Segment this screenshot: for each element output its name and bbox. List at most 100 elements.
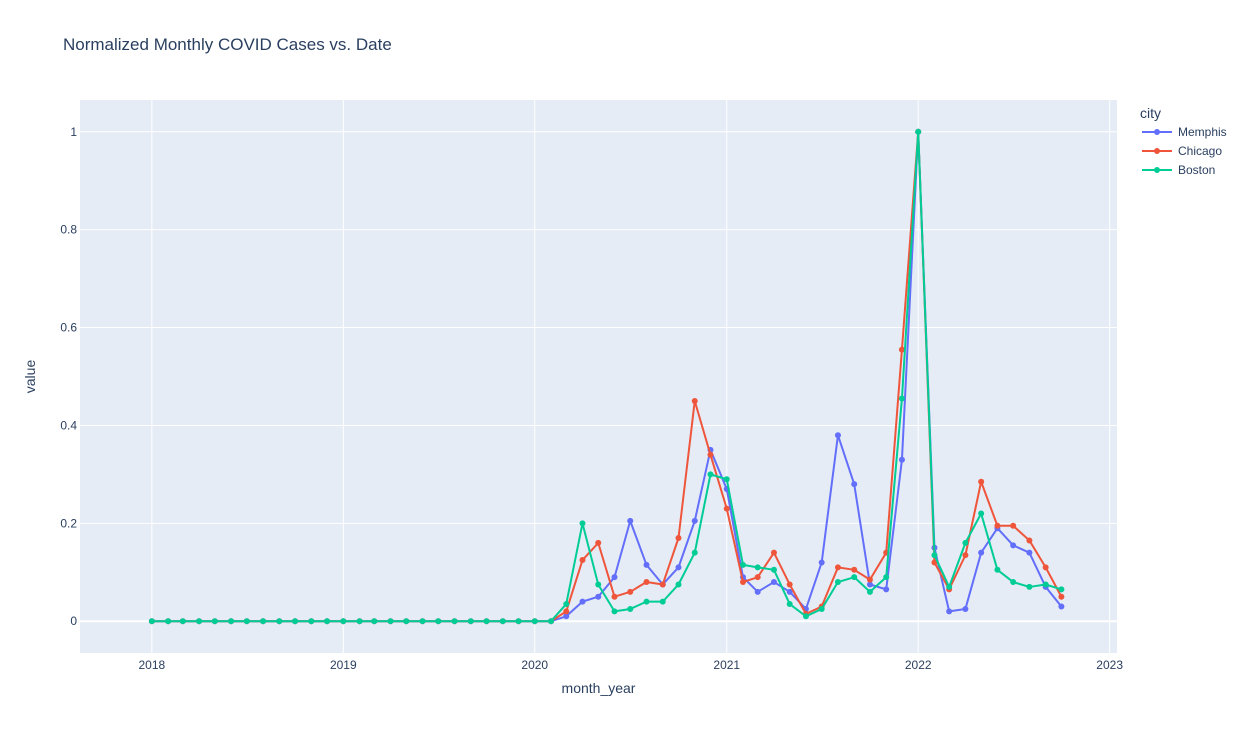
data-point-boston bbox=[419, 618, 426, 625]
data-point-memphis bbox=[754, 588, 761, 595]
data-point-boston bbox=[196, 618, 203, 625]
data-point-memphis bbox=[1010, 542, 1017, 549]
x-tick-label: 2020 bbox=[521, 658, 548, 672]
data-point-boston bbox=[1058, 586, 1065, 593]
data-point-boston bbox=[627, 605, 634, 612]
data-point-boston bbox=[148, 618, 155, 625]
y-axis-title: value bbox=[22, 360, 38, 394]
data-point-boston bbox=[292, 618, 299, 625]
data-point-memphis bbox=[834, 432, 841, 439]
y-tick-label: 0.2 bbox=[60, 516, 77, 530]
data-point-boston bbox=[834, 579, 841, 586]
data-point-boston bbox=[675, 581, 682, 588]
data-point-chicago bbox=[659, 581, 666, 588]
data-point-memphis bbox=[851, 481, 858, 488]
data-point-memphis bbox=[579, 598, 586, 605]
data-point-boston bbox=[356, 618, 363, 625]
data-point-chicago bbox=[834, 564, 841, 571]
data-point-boston bbox=[165, 618, 172, 625]
data-point-memphis bbox=[611, 574, 618, 581]
legend-label: Boston bbox=[1178, 163, 1215, 177]
data-point-boston bbox=[915, 128, 922, 135]
data-point-boston bbox=[451, 618, 458, 625]
data-point-chicago bbox=[595, 539, 602, 546]
data-point-memphis bbox=[978, 549, 985, 556]
x-tick-label: 2022 bbox=[905, 658, 932, 672]
data-point-chicago bbox=[707, 451, 714, 458]
data-point-boston bbox=[962, 539, 969, 546]
data-point-boston bbox=[707, 471, 714, 478]
data-point-boston bbox=[483, 618, 490, 625]
data-point-boston bbox=[211, 618, 218, 625]
x-tick-label: 2023 bbox=[1096, 658, 1123, 672]
data-point-boston bbox=[1026, 583, 1033, 590]
data-point-boston bbox=[499, 618, 506, 625]
data-point-boston bbox=[866, 588, 873, 595]
data-point-memphis bbox=[691, 517, 698, 524]
x-tick-label: 2019 bbox=[330, 658, 357, 672]
data-point-memphis bbox=[818, 559, 825, 566]
legend-title: city bbox=[1140, 105, 1161, 121]
data-point-boston bbox=[643, 598, 650, 605]
data-point-memphis bbox=[643, 561, 650, 568]
legend-swatch-marker bbox=[1154, 148, 1160, 154]
legend-item-chicago[interactable]: Chicago bbox=[1142, 144, 1222, 158]
data-point-boston bbox=[770, 566, 777, 573]
data-point-chicago bbox=[962, 552, 969, 559]
y-tick-label: 0.8 bbox=[60, 223, 77, 237]
data-point-memphis bbox=[786, 588, 793, 595]
data-point-boston bbox=[659, 598, 666, 605]
data-point-boston bbox=[595, 581, 602, 588]
data-point-memphis bbox=[595, 593, 602, 600]
data-point-boston bbox=[978, 510, 985, 517]
data-point-chicago bbox=[931, 559, 938, 566]
data-point-boston bbox=[786, 601, 793, 608]
data-point-chicago bbox=[611, 593, 618, 600]
data-point-boston bbox=[243, 618, 250, 625]
legend-swatch-marker bbox=[1154, 129, 1160, 135]
legend-item-boston[interactable]: Boston bbox=[1142, 163, 1215, 177]
data-point-boston bbox=[276, 618, 283, 625]
data-point-boston bbox=[898, 395, 905, 402]
data-point-boston bbox=[340, 618, 347, 625]
data-point-boston bbox=[563, 601, 570, 608]
data-point-memphis bbox=[883, 586, 890, 593]
data-point-boston bbox=[371, 618, 378, 625]
data-point-boston bbox=[308, 618, 315, 625]
data-point-boston bbox=[723, 476, 730, 483]
data-point-chicago bbox=[1058, 593, 1065, 600]
legend-items[interactable]: Memphis Chicago Boston bbox=[1142, 125, 1227, 177]
y-tick-label: 0.4 bbox=[60, 418, 77, 432]
data-point-chicago bbox=[1010, 522, 1017, 529]
data-point-boston bbox=[754, 564, 761, 571]
data-point-chicago bbox=[723, 505, 730, 512]
data-point-memphis bbox=[898, 456, 905, 463]
data-point-memphis bbox=[675, 564, 682, 571]
data-point-boston bbox=[611, 608, 618, 615]
data-point-chicago bbox=[627, 588, 634, 595]
data-point-boston bbox=[883, 574, 890, 581]
data-point-chicago bbox=[675, 534, 682, 541]
data-point-boston bbox=[260, 618, 267, 625]
data-point-memphis bbox=[627, 517, 634, 524]
tick-labels: 2018 2019 2020 2021 2022 2023 0 0.2 0.4 0.6 0.8 1 bbox=[60, 125, 1123, 672]
data-point-boston bbox=[1010, 579, 1017, 586]
data-point-chicago bbox=[740, 579, 747, 586]
data-point-boston bbox=[931, 552, 938, 559]
data-point-chicago bbox=[898, 346, 905, 353]
data-point-boston bbox=[802, 613, 809, 620]
data-point-boston bbox=[531, 618, 538, 625]
series-layer bbox=[148, 128, 1065, 625]
y-tick-label: 1 bbox=[70, 125, 77, 139]
y-tick-label: 0 bbox=[70, 614, 77, 628]
data-point-boston bbox=[515, 618, 522, 625]
legend-item-memphis[interactable]: Memphis bbox=[1142, 125, 1227, 139]
legend-swatch-marker bbox=[1154, 167, 1160, 173]
x-tick-label: 2021 bbox=[713, 658, 740, 672]
data-point-boston bbox=[994, 566, 1001, 573]
legend[interactable]: city Memphis Chicago Boston bbox=[1140, 105, 1227, 177]
data-point-memphis bbox=[946, 608, 953, 615]
series-boston bbox=[148, 128, 1065, 625]
y-tick-label: 0.6 bbox=[60, 321, 77, 335]
